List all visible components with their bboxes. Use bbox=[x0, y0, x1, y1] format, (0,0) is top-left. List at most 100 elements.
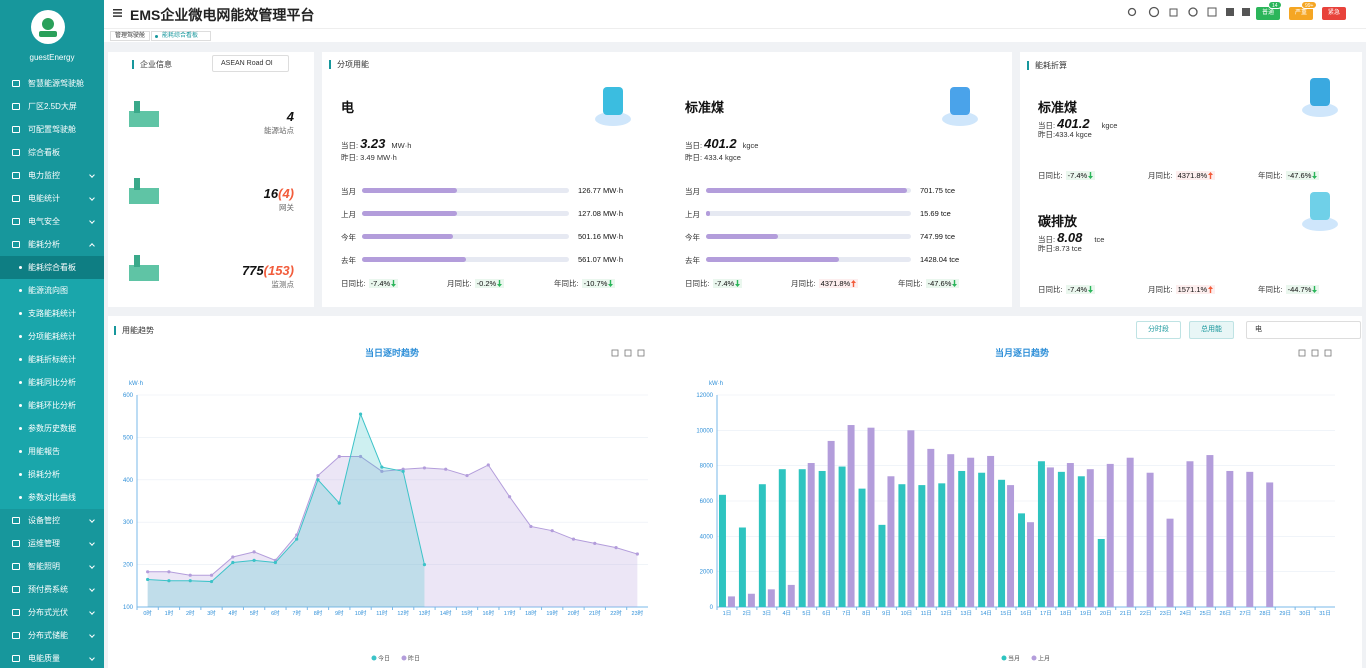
icon-base bbox=[129, 111, 159, 127]
bar bbox=[827, 440, 835, 607]
menu-item[interactable]: 综合看板 bbox=[0, 141, 104, 164]
submenu-item[interactable]: 能耗同比分析 bbox=[0, 371, 104, 394]
x-tick-label: 1时 bbox=[165, 609, 174, 617]
menu-item[interactable]: 厂区2.5D大屏 bbox=[0, 95, 104, 118]
app-title: EMS企业微电网能效管理平台 bbox=[130, 7, 315, 23]
submenu-item[interactable]: 能耗折标统计 bbox=[0, 348, 104, 371]
menu-item[interactable]: 电能统计 bbox=[0, 187, 104, 210]
menu-item[interactable]: 电力监控 bbox=[0, 164, 104, 187]
bar-fill bbox=[362, 257, 466, 262]
today: 当日: 8.08 tce bbox=[1038, 230, 1104, 245]
icon bbox=[942, 87, 978, 126]
point bbox=[593, 541, 597, 545]
submenu-dot bbox=[19, 473, 22, 476]
menu-item[interactable]: 能耗分析 bbox=[0, 233, 104, 256]
chart-title: 当日逐时趋势 bbox=[365, 347, 419, 358]
icon-top bbox=[134, 101, 140, 113]
menu-item[interactable]: 智慧能源驾驶舱 bbox=[0, 72, 104, 95]
row-value: 747.99 tce bbox=[920, 232, 956, 241]
menu-item[interactable]: 预付费系统 bbox=[0, 578, 104, 601]
submenu-item[interactable]: 损耗分析 bbox=[0, 463, 104, 486]
point bbox=[401, 469, 405, 473]
today-value: 3.23 bbox=[360, 136, 386, 151]
x-tick-label: 16日 bbox=[1020, 610, 1032, 617]
ratio-label: 年同比: bbox=[1258, 285, 1283, 294]
submenu-item[interactable]: 用能報告 bbox=[0, 440, 104, 463]
submenu-item[interactable]: 分项能耗统计 bbox=[0, 325, 104, 348]
icon-base bbox=[129, 265, 159, 281]
bar bbox=[1066, 463, 1074, 607]
trend-arrow bbox=[1312, 172, 1318, 179]
x-tick-label: 21时 bbox=[589, 609, 601, 617]
bar bbox=[838, 466, 846, 607]
button[interactable]: 总用能 bbox=[1189, 321, 1234, 339]
chart-tool bbox=[1324, 349, 1332, 357]
x-tick-label: 22日 bbox=[1140, 610, 1152, 617]
submenu-item[interactable]: 能源流向图 bbox=[0, 279, 104, 302]
menu-arrow bbox=[89, 540, 95, 546]
arrow bbox=[608, 280, 614, 287]
x-tick-label: 22时 bbox=[610, 609, 622, 617]
company-select[interactable]: ASEAN Road OI bbox=[212, 55, 289, 72]
ratio-value: -7.4% bbox=[712, 279, 743, 288]
x-tick-label: 27日 bbox=[1239, 610, 1251, 617]
trend-arrow bbox=[497, 280, 503, 287]
ratio-label: 月同比: bbox=[1148, 171, 1173, 180]
legend-label: 昨日 bbox=[408, 655, 420, 663]
menu-item[interactable]: 运维管理 bbox=[0, 532, 104, 555]
icon-body bbox=[950, 87, 970, 115]
toolbar-icons[interactable] bbox=[1126, 6, 1251, 20]
row-label: 当月 bbox=[341, 187, 356, 196]
button[interactable]: 分时段 bbox=[1136, 321, 1181, 339]
menu-item[interactable]: 电气安全 bbox=[0, 210, 104, 233]
badge[interactable]: 严重 bbox=[1289, 7, 1313, 20]
ratio: 日同比: -7.4% bbox=[685, 278, 743, 289]
menu-item[interactable]: 设备管控 bbox=[0, 509, 104, 532]
x-tick-label: 7时 bbox=[292, 609, 301, 617]
tab-active[interactable]: 能耗综合看板 bbox=[151, 31, 212, 41]
bar-fill bbox=[706, 188, 907, 193]
x-tick-label: 13时 bbox=[419, 609, 431, 617]
badge[interactable]: 紧急 bbox=[1322, 7, 1346, 20]
submenu-item[interactable]: 参数历史数据 bbox=[0, 417, 104, 440]
menu-item[interactable]: 分布式光伏 bbox=[0, 601, 104, 624]
point bbox=[508, 495, 512, 499]
legend-swatch bbox=[371, 655, 377, 661]
trend-arrow bbox=[1312, 286, 1318, 293]
yesterday: 昨日:433.4 kgce bbox=[1038, 130, 1092, 139]
bar bbox=[1046, 467, 1054, 607]
x-tick-label: 20时 bbox=[568, 609, 580, 617]
tab[interactable]: 管理驾驶舱 bbox=[110, 31, 151, 41]
x-tick-label: 8时 bbox=[314, 609, 323, 617]
bar bbox=[738, 527, 746, 607]
submenu-dot bbox=[19, 358, 22, 361]
menu-item[interactable]: 可配置驾驶舱 bbox=[0, 118, 104, 141]
submenu-item[interactable]: 支路能耗统计 bbox=[0, 302, 104, 325]
point bbox=[571, 537, 576, 541]
point bbox=[529, 524, 533, 529]
ratio-value: -44.7% bbox=[1285, 285, 1320, 294]
y-tick-label: 200 bbox=[123, 563, 134, 569]
bar bbox=[1007, 485, 1015, 607]
stat-icon bbox=[129, 101, 159, 127]
menu-item[interactable]: 电能质量 bbox=[0, 647, 104, 668]
submenu-item[interactable]: 能耗综合看板 bbox=[0, 256, 104, 279]
x-tick-label: 5时 bbox=[250, 609, 259, 617]
bar bbox=[1206, 455, 1214, 607]
menu-toggle[interactable] bbox=[113, 9, 122, 17]
row-label: 当月 bbox=[685, 187, 700, 196]
icon bbox=[129, 255, 159, 281]
y-tick-label: 100 bbox=[123, 605, 134, 611]
energy-select[interactable]: 电 bbox=[1246, 321, 1361, 339]
submenu-item[interactable]: 能耗环比分析 bbox=[0, 394, 104, 417]
badge[interactable]: 普通 bbox=[1256, 7, 1280, 20]
bar bbox=[887, 476, 895, 607]
ratio-value: -0.2% bbox=[474, 279, 505, 288]
submenu-item[interactable]: 参数对比曲线 bbox=[0, 486, 104, 509]
ratio: 年同比: -47.6% bbox=[1258, 170, 1320, 181]
menu-item[interactable]: 分布式储能 bbox=[0, 624, 104, 647]
menu-item[interactable]: 智能照明 bbox=[0, 555, 104, 578]
x-tick-label: 25日 bbox=[1200, 610, 1212, 617]
submenu-dot bbox=[19, 381, 22, 384]
ratio: 月同比: 1571.1% bbox=[1148, 284, 1216, 295]
